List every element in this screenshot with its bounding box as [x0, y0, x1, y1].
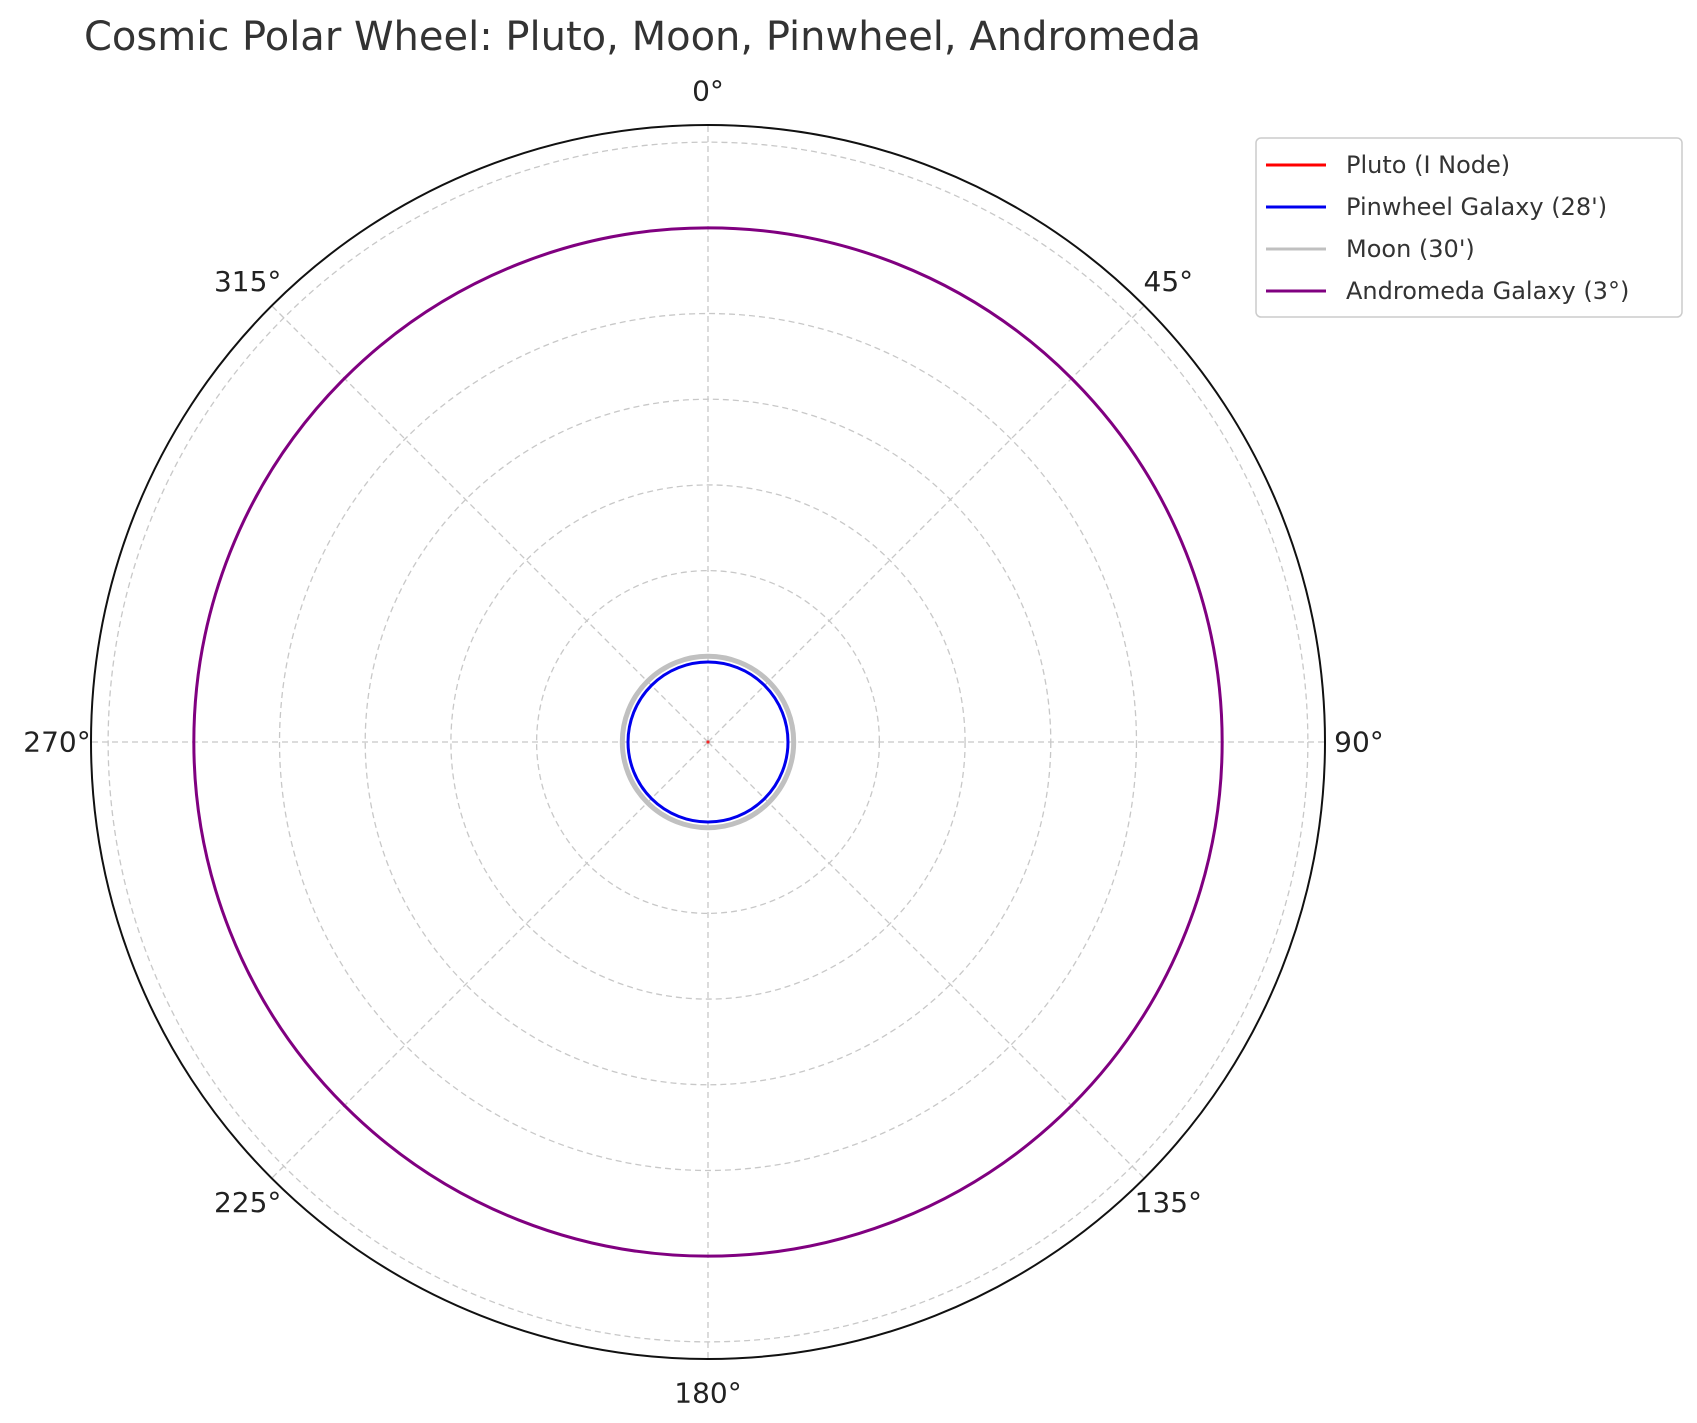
r-gridline-2: [450, 484, 966, 1000]
r-gridline-6: [107, 141, 1309, 1343]
series-pinwheel-galaxy-28: [626, 660, 790, 824]
theta-tick-label-90: 90°: [1334, 726, 1384, 759]
legend: Pluto (I Node) Pinwheel Galaxy (28') Moon …: [1255, 137, 1683, 318]
r-gridline-4: [278, 312, 1138, 1172]
theta-gridline-1: [707, 305, 1145, 743]
legend-label-3: Andromeda Galaxy (3°): [1346, 277, 1629, 305]
theta-tick-label-270: 270°: [23, 726, 90, 759]
series-moon-30: [619, 653, 797, 831]
legend-label-0: Pluto (I Node): [1346, 151, 1510, 179]
series-pluto-i-node: [706, 740, 710, 744]
legend-box: [1255, 137, 1683, 318]
angle-labels: 0° 45° 90° 135° 180° 225° 270° 315°: [23, 75, 1384, 1410]
theta-tick-label-45: 45°: [1144, 265, 1194, 298]
theta-gridline-5: [271, 741, 709, 1179]
theta-tick-label-180: 180°: [674, 1377, 741, 1410]
theta-tick-label-135: 135°: [1135, 1186, 1202, 1219]
theta-tick-label-0: 0°: [692, 75, 724, 108]
theta-gridline-7: [271, 305, 709, 743]
theta-gridline-3: [707, 741, 1145, 1179]
theta-tick-label-225: 225°: [214, 1186, 281, 1219]
series-layer: [192, 226, 1224, 1258]
chart-title: Cosmic Polar Wheel: Pluto, Moon, Pinwhee…: [84, 14, 1201, 60]
series-andromeda-galaxy-3: [192, 226, 1224, 1258]
legend-label-1: Pinwheel Galaxy (28'): [1346, 193, 1607, 221]
polar-frame: [90, 124, 1326, 1360]
legend-label-2: Moon (30'): [1346, 235, 1475, 263]
theta-tick-label-315: 315°: [214, 265, 281, 298]
